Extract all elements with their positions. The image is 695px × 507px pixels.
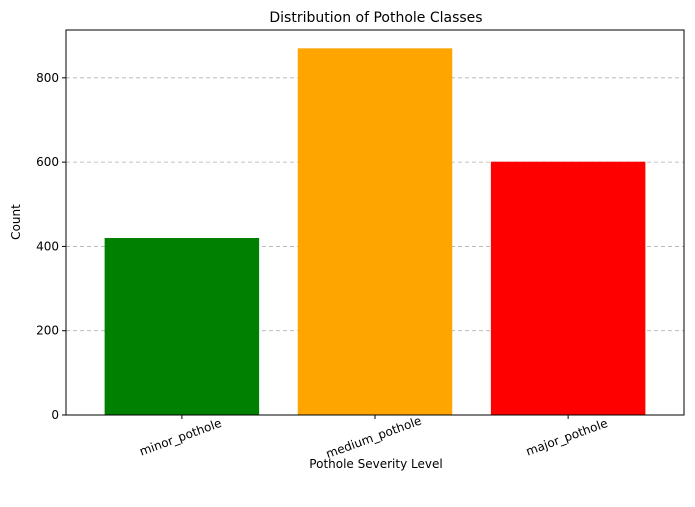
bar-minor-pothole (104, 237, 260, 415)
y-tick-label: 400 (36, 239, 59, 253)
x-axis-title: Pothole Severity Level (309, 457, 442, 471)
x-tick-label: major_pothole (524, 416, 610, 459)
x-axis: minor_pothole medium_pothole major_pothole (138, 413, 610, 461)
y-tick-label: 600 (36, 155, 59, 169)
y-axis-title: Count (9, 204, 23, 240)
x-tick-label: medium_pothole (324, 413, 423, 461)
chart-title: Distribution of Pothole Classes (269, 10, 482, 26)
bar-layer (104, 48, 646, 415)
x-tick-label: minor_pothole (138, 416, 224, 459)
bar-major-pothole (490, 161, 646, 415)
y-tick-label: 0 (51, 408, 59, 422)
y-axis: 0 200 400 600 800 (36, 71, 66, 422)
y-tick-label: 200 (36, 324, 59, 338)
bar-medium-pothole (297, 48, 453, 415)
y-tick-label: 800 (36, 71, 59, 85)
